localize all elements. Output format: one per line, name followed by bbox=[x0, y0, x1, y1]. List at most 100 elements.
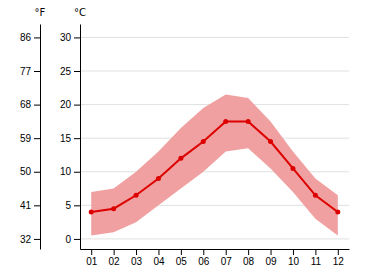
marker bbox=[223, 119, 228, 124]
tick: 01 bbox=[86, 249, 98, 267]
tick-mark bbox=[74, 205, 80, 206]
tick-mark bbox=[114, 249, 115, 255]
marker bbox=[335, 210, 340, 215]
tick-mark bbox=[34, 205, 40, 206]
marker bbox=[156, 176, 161, 181]
tick-label: 11 bbox=[311, 256, 322, 267]
y2-axis-label: °F bbox=[35, 7, 46, 18]
tick: 77 bbox=[20, 66, 40, 77]
tick: 11 bbox=[311, 249, 322, 267]
tick-mark bbox=[74, 172, 80, 173]
tick-mark bbox=[74, 105, 80, 106]
tick: 15 bbox=[60, 133, 80, 144]
tick: 02 bbox=[109, 249, 121, 267]
marker bbox=[134, 193, 139, 198]
tick-mark bbox=[136, 249, 137, 255]
tick: 30 bbox=[60, 32, 80, 43]
tick: 41 bbox=[20, 200, 40, 211]
tick-mark bbox=[74, 239, 80, 240]
grid-line bbox=[80, 37, 349, 38]
tick: 07 bbox=[221, 249, 233, 267]
axis-line bbox=[81, 249, 350, 250]
marker bbox=[268, 139, 273, 144]
tick-mark bbox=[74, 37, 80, 38]
tick-label: 15 bbox=[60, 133, 72, 144]
grid bbox=[80, 37, 349, 238]
tick-label: 05 bbox=[176, 256, 188, 267]
tick: 08 bbox=[243, 249, 255, 267]
tick: 5 bbox=[65, 200, 80, 211]
tick-mark bbox=[226, 249, 227, 255]
tick-label: 20 bbox=[60, 99, 72, 110]
tick-label: 10 bbox=[60, 166, 72, 177]
tick: 20 bbox=[60, 99, 80, 110]
grid-line bbox=[80, 238, 349, 239]
tick-label: 12 bbox=[333, 256, 345, 267]
marker bbox=[290, 166, 295, 171]
tick: 50 bbox=[20, 166, 40, 177]
tick: 09 bbox=[265, 249, 277, 267]
tick: 68 bbox=[20, 99, 40, 110]
y-axis: 0 5 10 15 20 25 30 bbox=[60, 25, 81, 250]
tick-label: 86 bbox=[20, 32, 32, 43]
marker bbox=[111, 206, 116, 211]
markers bbox=[89, 119, 341, 215]
tick-mark bbox=[74, 138, 80, 139]
tick-label: 09 bbox=[265, 256, 277, 267]
tick-label: 25 bbox=[60, 66, 72, 77]
mean-line bbox=[91, 121, 338, 212]
tick: 12 bbox=[333, 249, 345, 267]
tick-label: 68 bbox=[20, 99, 32, 110]
tick-label: 5 bbox=[65, 200, 71, 211]
tick: 25 bbox=[60, 66, 80, 77]
marker bbox=[178, 156, 183, 161]
plot-area bbox=[89, 95, 341, 236]
tick-mark bbox=[315, 249, 316, 255]
tick-mark bbox=[248, 249, 249, 255]
grid-line bbox=[80, 71, 349, 72]
tick-label: 01 bbox=[86, 256, 98, 267]
y2-axis: 32 41 50 59 68 77 86 bbox=[20, 25, 41, 250]
tick-mark bbox=[34, 239, 40, 240]
axis-line bbox=[80, 25, 81, 250]
tick-label: 32 bbox=[20, 234, 32, 245]
tick-label: 0 bbox=[65, 234, 71, 245]
tick: 0 bbox=[65, 234, 80, 245]
tick-mark bbox=[158, 249, 159, 255]
tick-label: 07 bbox=[221, 256, 233, 267]
tick-mark bbox=[34, 172, 40, 173]
tick-label: 50 bbox=[20, 166, 32, 177]
tick-label: 41 bbox=[20, 200, 32, 211]
tick-label: 08 bbox=[243, 256, 255, 267]
tick: 10 bbox=[60, 166, 80, 177]
tick-mark bbox=[34, 71, 40, 72]
tick-mark bbox=[293, 249, 294, 255]
tick: 03 bbox=[131, 249, 143, 267]
tick: 32 bbox=[20, 234, 40, 245]
tick-label: 04 bbox=[153, 256, 165, 267]
marker bbox=[246, 119, 251, 124]
tick-mark bbox=[74, 71, 80, 72]
tick-label: 06 bbox=[198, 256, 210, 267]
tick-mark bbox=[203, 249, 204, 255]
tick-label: 59 bbox=[20, 133, 32, 144]
tick: 04 bbox=[153, 249, 165, 267]
marker bbox=[313, 193, 318, 198]
tick-mark bbox=[34, 105, 40, 106]
chart: 0102030405060708091011120510152025303241… bbox=[0, 0, 365, 273]
tick-mark bbox=[271, 249, 272, 255]
tick-label: 03 bbox=[131, 256, 143, 267]
tick: 10 bbox=[288, 249, 300, 267]
tick-label: 10 bbox=[288, 256, 300, 267]
tick-mark bbox=[34, 37, 40, 38]
tick-label: 30 bbox=[60, 32, 72, 43]
tick-mark bbox=[181, 249, 182, 255]
x-axis: 01 02 03 04 05 06 07 08 09 10 11 12 bbox=[81, 249, 350, 267]
range-band bbox=[91, 95, 338, 236]
tick-mark bbox=[91, 249, 92, 255]
y-axis-label: °C bbox=[74, 7, 86, 18]
tick: 59 bbox=[20, 133, 40, 144]
tick-label: 77 bbox=[20, 66, 32, 77]
tick-label: 02 bbox=[109, 256, 121, 267]
tick: 86 bbox=[20, 32, 40, 43]
